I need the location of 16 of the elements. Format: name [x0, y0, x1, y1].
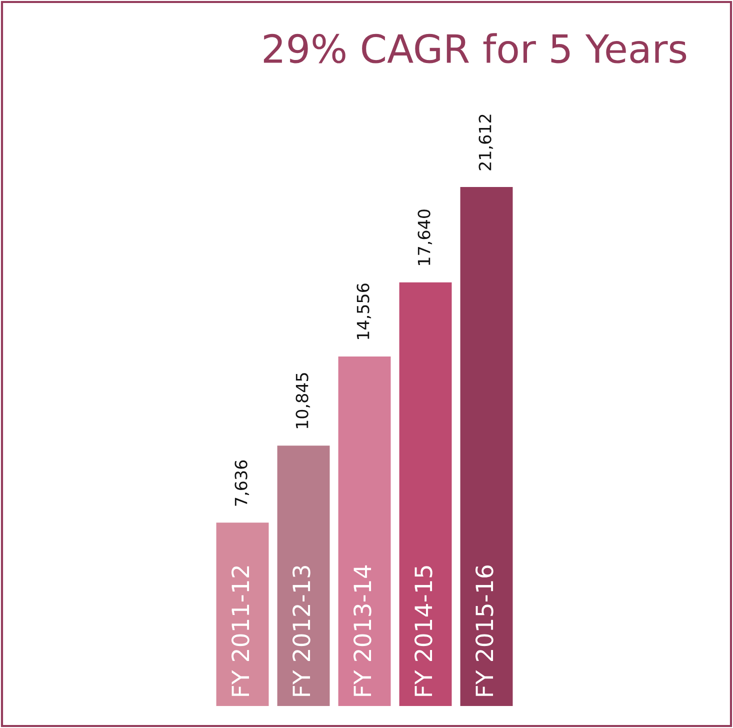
data-label: 7,636: [234, 460, 250, 506]
bar: [338, 356, 391, 706]
x-tick-label: FY 2012-13: [292, 566, 310, 696]
x-tick-label: FY 2013-14: [353, 565, 372, 696]
bar: [277, 446, 330, 706]
bar: [399, 282, 452, 706]
chart-title: 29% CAGR for 5 Years: [264, 33, 686, 64]
bar: [216, 522, 269, 706]
x-tick-label: FY 2015-16: [475, 566, 494, 696]
bar: [460, 187, 513, 706]
x-tick-label: FY 2011-12: [231, 566, 250, 696]
data-label: 14,556: [356, 284, 372, 340]
data-label: 21,612: [478, 114, 494, 170]
x-tick-label: FY 2014-15: [414, 566, 432, 696]
data-label: 17,640: [418, 210, 432, 265]
data-label: 10,845: [296, 373, 310, 428]
